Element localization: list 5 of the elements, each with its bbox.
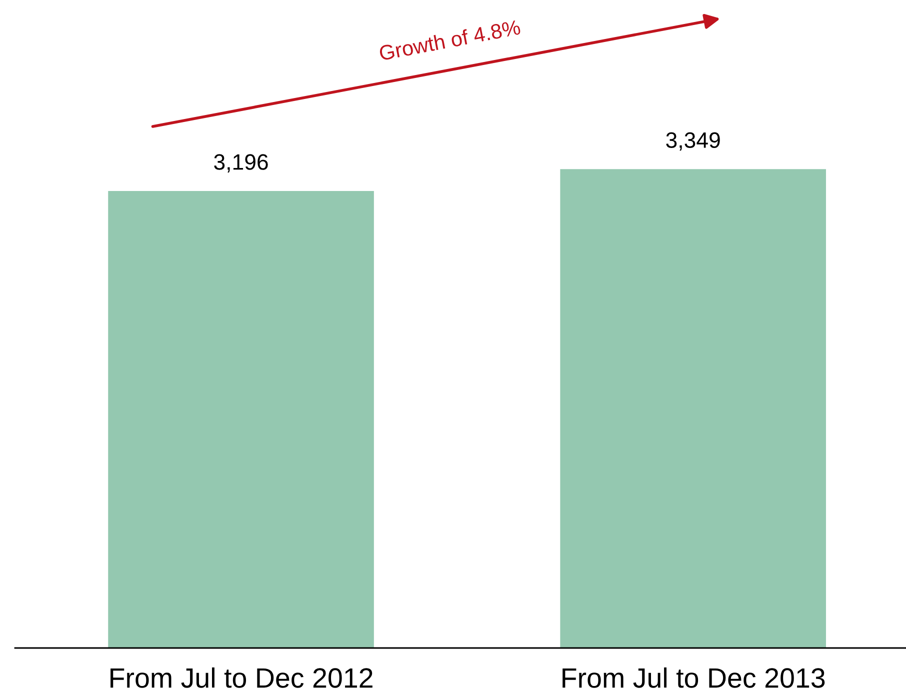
x-tick-label: From Jul to Dec 2012: [110, 667, 372, 688]
data-label: 3,196: [214, 154, 268, 173]
data-label: 3,349: [666, 132, 720, 151]
text: Growth of 4.8%: [378, 19, 521, 61]
x-tick-label: From Jul to Dec 2013: [562, 667, 825, 688]
